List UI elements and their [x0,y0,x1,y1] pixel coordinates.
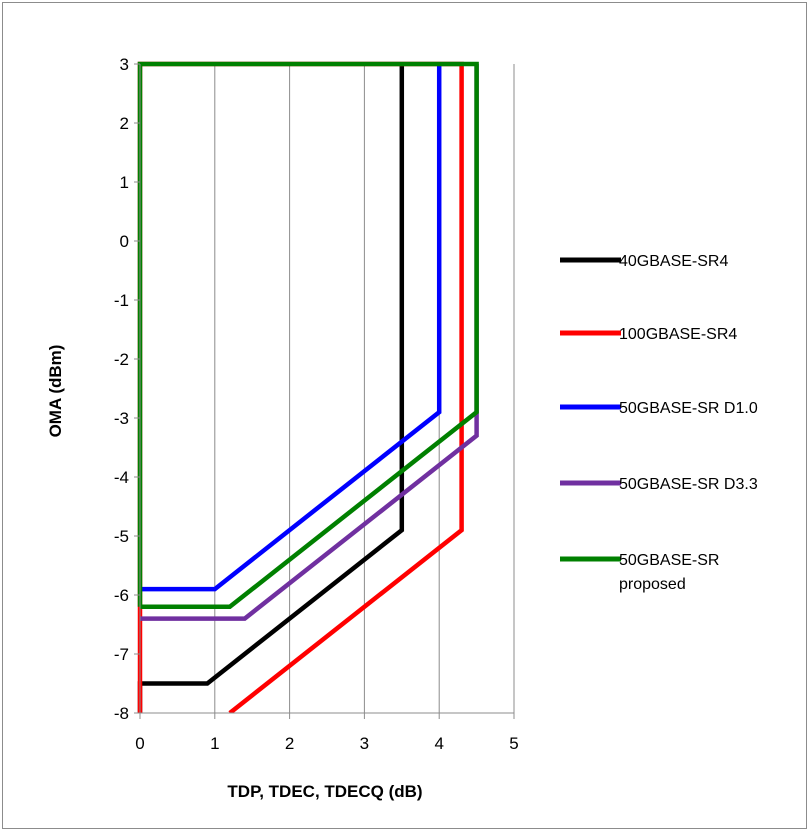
legend-label: 50GBASE-SR D3.3 [619,476,758,493]
x-tick-label: 4 [434,734,443,753]
x-tick-label: 5 [509,734,518,753]
axes-layer: 3 2 1 0 -1 -2 -3 -4 -5 -6 -7 -8 0 1 2 3 4 5 [114,55,519,753]
x-tick-label: 3 [360,734,369,753]
x-tick-label: 0 [135,734,144,753]
y-tick-label: -4 [114,468,129,487]
x-axis-title: TDP, TDEC, TDECQ (dB) [227,782,422,801]
series-line-4 [137,61,479,610]
y-tick-label: 3 [120,55,129,74]
x-tick-label: 1 [210,734,219,753]
series-line-3 [140,64,479,621]
x-tick-label: 2 [285,734,294,753]
y-axis-title: OMA (dBm) [46,345,65,438]
legend-label: 50GBASE-SR proposed [619,552,719,593]
chart-svg: 3 2 1 0 -1 -2 -3 -4 -5 -6 -7 -8 0 1 2 3 4 5 TDP, TDEC, TD… [46,55,758,801]
y-tick-label: 0 [120,232,129,251]
grid-layer [139,64,515,713]
y-tick-label: -8 [114,704,129,723]
y-tick-label: 2 [120,114,129,133]
legend: 40GBASE-SR4 100GBASE-SR4 50GBASE-SR D1.0 50… [560,253,758,593]
legend-label: 40GBASE-SR4 [619,253,728,270]
y-tick-label: -3 [114,409,129,428]
series-line-1 [137,61,464,713]
series-line-0 [137,64,405,713]
legend-label: 100GBASE-SR4 [619,326,737,343]
legend-label: 50GBASE-SR D1.0 [619,400,758,417]
y-tick-label: -6 [114,586,129,605]
y-tick-label: 1 [120,173,129,192]
y-tick-label: -7 [114,645,129,664]
series-layer [137,61,479,713]
y-tick-label: -1 [114,291,129,310]
series-line-2 [140,64,442,592]
y-tick-label: -5 [114,527,129,546]
y-tick-label: -2 [114,350,129,369]
